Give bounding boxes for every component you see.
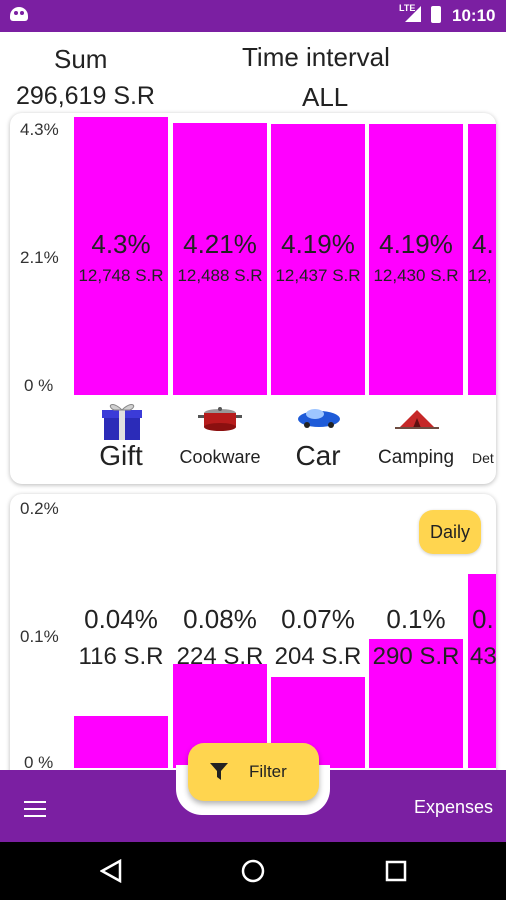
back-nav-icon[interactable]	[100, 859, 122, 883]
filter-label: Filter	[249, 762, 287, 781]
gift-icon	[102, 404, 142, 440]
y-tick-top: 4.3%	[20, 120, 59, 139]
time-interval-label[interactable]: Time interval	[242, 42, 390, 72]
daily-bar-percent: 0.08%	[183, 604, 257, 634]
daily-bar-amount: 204 S.R	[274, 643, 362, 670]
car-icon	[298, 409, 340, 428]
y-tick-mid: 2.1%	[20, 248, 59, 267]
status-bar: LTE 10:10	[0, 0, 506, 32]
daily-bar-amount: 43	[470, 643, 497, 670]
category-bar-percent: 4.3%	[91, 229, 151, 259]
category-label-camping: Camping	[377, 447, 455, 468]
category-bar[interactable]	[468, 124, 496, 395]
camping-tent-icon	[395, 410, 439, 429]
category-bar[interactable]	[74, 117, 168, 395]
y-tick-zero: 0 %	[24, 376, 54, 395]
daily-y-tick-top: 0.2%	[20, 499, 59, 518]
system-nav-bar	[0, 842, 506, 900]
category-bar-percent: 4.	[472, 229, 494, 259]
android-notification-icon	[10, 7, 28, 21]
category-bar[interactable]	[271, 124, 365, 395]
category-bar-amount: 12,748 S.R	[78, 266, 164, 285]
home-nav-icon[interactable]	[241, 859, 265, 883]
daily-bar[interactable]	[74, 716, 168, 768]
recents-nav-icon[interactable]	[385, 860, 407, 882]
category-bar-amount: 12,	[468, 266, 492, 285]
daily-y-tick-mid: 0.1%	[20, 627, 59, 646]
category-bar-amount: 12,437 S.R	[275, 266, 361, 285]
menu-icon[interactable]	[24, 801, 46, 817]
category-bar-amount: 12,488 S.R	[177, 266, 263, 285]
filter-icon	[210, 763, 228, 780]
status-clock: 10:10	[452, 6, 496, 25]
category-bar[interactable]	[173, 122, 267, 395]
signal-icon	[405, 6, 421, 22]
category-bar[interactable]	[369, 124, 463, 395]
daily-bar-percent: 0.	[472, 604, 494, 634]
time-interval-value[interactable]: ALL	[302, 82, 349, 112]
daily-y-tick-zero: 0 %	[24, 753, 54, 772]
category-label-car: Car	[295, 440, 341, 471]
category-bar-percent: 4.21%	[183, 229, 257, 259]
daily-bar-amount: 116 S.R	[78, 643, 164, 670]
category-bar-percent: 4.19%	[281, 229, 355, 259]
sum-value: 296,619 S.R	[16, 82, 155, 110]
category-label-cookware: Cookware	[179, 447, 261, 467]
filter-button[interactable]: Filter	[188, 743, 319, 801]
daily-toggle-button[interactable]: Daily	[419, 510, 481, 554]
cookware-pot-icon	[198, 407, 242, 431]
category-label-partial: Det	[472, 450, 494, 466]
sum-label: Sum	[54, 44, 108, 74]
daily-bar-percent: 0.07%	[281, 604, 355, 634]
expenses-button[interactable]: Expenses	[414, 797, 494, 817]
battery-icon	[431, 6, 441, 23]
daily-bar-amount: 290 S.R	[372, 643, 460, 670]
category-label-gift: Gift	[99, 440, 143, 471]
network-type: LTE	[399, 3, 416, 13]
daily-bar-amount: 224 S.R	[176, 643, 264, 670]
daily-bar-percent: 0.1%	[386, 604, 446, 634]
daily-bar[interactable]	[468, 573, 496, 768]
category-bar-amount: 12,430 S.R	[373, 266, 459, 285]
category-bar-percent: 4.19%	[379, 229, 453, 259]
daily-bar-percent: 0.04%	[84, 604, 158, 634]
daily-bar[interactable]	[369, 638, 463, 768]
